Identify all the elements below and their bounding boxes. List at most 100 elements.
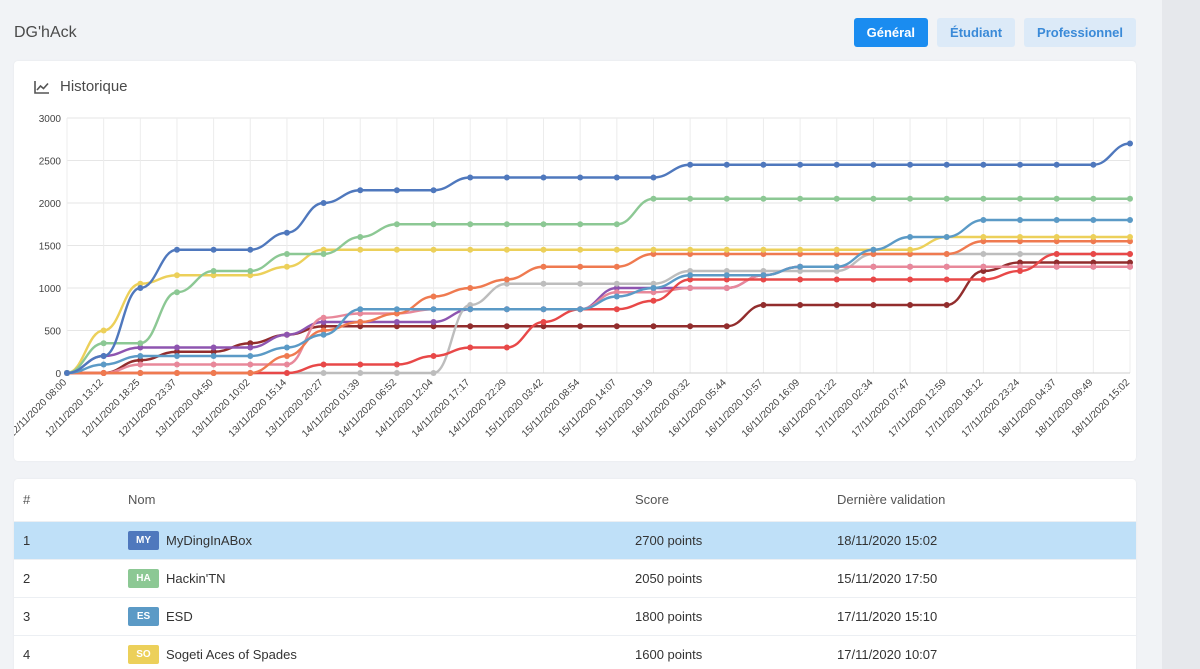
team-badge: ES [128,606,159,626]
data-point [980,234,987,240]
data-point [870,161,877,168]
data-point [833,268,840,274]
header-last-validation[interactable]: Dernière validation [837,492,946,508]
data-point [137,361,144,368]
data-point [137,357,144,364]
table-row[interactable]: 2 HA Hackin'TN 2050 points 15/11/2020 17:50 [14,558,1136,597]
data-point [210,246,217,253]
data-point [1017,263,1024,270]
data-point [907,246,914,253]
team-name[interactable]: Hackin'TN [166,570,226,586]
data-point [1017,217,1024,223]
data-point [870,195,877,202]
data-point [283,344,290,351]
data-point [283,229,290,236]
table-row[interactable]: 3 ES ESD 1800 points 17/11/2020 15:10 [14,596,1136,635]
data-point [943,263,950,270]
data-point [687,161,694,168]
data-point [283,361,290,368]
data-point [1017,259,1024,266]
history-chart: 0 500 1000 1500 2000 2500 3000 12/11/2020 08:00… [14,114,1133,440]
data-point [247,370,254,376]
data-point [907,234,914,240]
top-bar: DG'hAck Général Étudiant Professionnel [0,0,1150,60]
data-point [430,221,437,228]
data-point [320,331,327,338]
history-title: Historique [60,78,128,95]
table-header-row: # Nom Score Dernière validation [14,479,1136,521]
data-point [577,174,584,181]
data-point [687,323,694,330]
data-point [1090,195,1097,202]
data-point [137,285,144,291]
y-tick-label: 0 [55,369,61,380]
data-point [357,319,364,325]
header-rank[interactable]: # [23,492,31,508]
data-point [1090,263,1097,270]
data-point [210,344,217,351]
data-point [723,272,730,279]
data-point [247,353,254,359]
data-point [467,285,474,291]
header-score[interactable]: Score [635,492,669,508]
series-line [66,142,1131,375]
tab-professionnel[interactable]: Professionnel [1024,18,1136,47]
data-point [173,353,180,359]
team-cell: MY MyDingInABox [128,520,635,559]
team-name[interactable]: Sogeti Aces of Spades [166,646,297,662]
team-name[interactable]: MyDingInABox [166,532,252,548]
data-point [613,306,620,313]
data-point [393,310,400,317]
data-point [467,174,474,181]
data-point [173,344,180,351]
data-point [687,276,694,283]
data-point [137,353,144,359]
data-point [760,195,767,202]
last-validation-cell: 17/11/2020 15:10 [837,596,1136,635]
data-point [577,323,584,330]
data-point [357,323,364,330]
data-point [393,246,400,253]
data-point [1053,234,1060,240]
y-tick-label: 1500 [39,242,62,253]
data-point [723,276,730,283]
data-point [320,246,327,253]
data-point [1127,234,1133,240]
data-point [687,268,694,274]
data-point [613,263,620,270]
data-point [723,285,730,291]
data-point [1053,217,1060,223]
team-name[interactable]: ESD [166,608,193,624]
last-validation-cell: 17/11/2020 10:07 [837,634,1136,669]
data-point [723,323,730,330]
data-point [467,302,474,308]
data-point [797,268,804,274]
history-card: 0 500 1000 1500 2000 2500 3000 12/11/2020 08:00… [14,61,1136,461]
table-row[interactable]: 4 SO Sogeti Aces of Spades 1600 points 17/11… [14,634,1136,669]
history-header: Historique [34,78,128,95]
table-row[interactable]: 1 MY MyDingInABox 2700 points 18/11/2020 15:… [14,520,1136,559]
table-body: 1 MY MyDingInABox 2700 points 18/11/2020 15:… [14,520,1136,669]
data-point [870,251,877,257]
data-point [1127,251,1133,257]
tab-general[interactable]: Général [853,18,929,47]
data-point [357,370,364,376]
data-point [1053,161,1060,168]
data-point [833,302,840,308]
header-name[interactable]: Nom [128,492,156,508]
line-chart-icon [34,80,50,94]
data-point [357,306,364,313]
rank-cell: 4 [14,634,128,669]
data-point [320,319,327,325]
data-point [1127,195,1133,202]
data-point [467,221,474,228]
data-point [907,161,914,168]
tab-etudiant[interactable]: Étudiant [937,18,1016,47]
data-point [357,361,364,368]
data-point [210,348,217,355]
data-point [393,319,400,325]
score-cell: 2700 points [635,520,837,559]
data-point [393,306,400,313]
data-point [980,161,987,168]
data-point [467,323,474,330]
